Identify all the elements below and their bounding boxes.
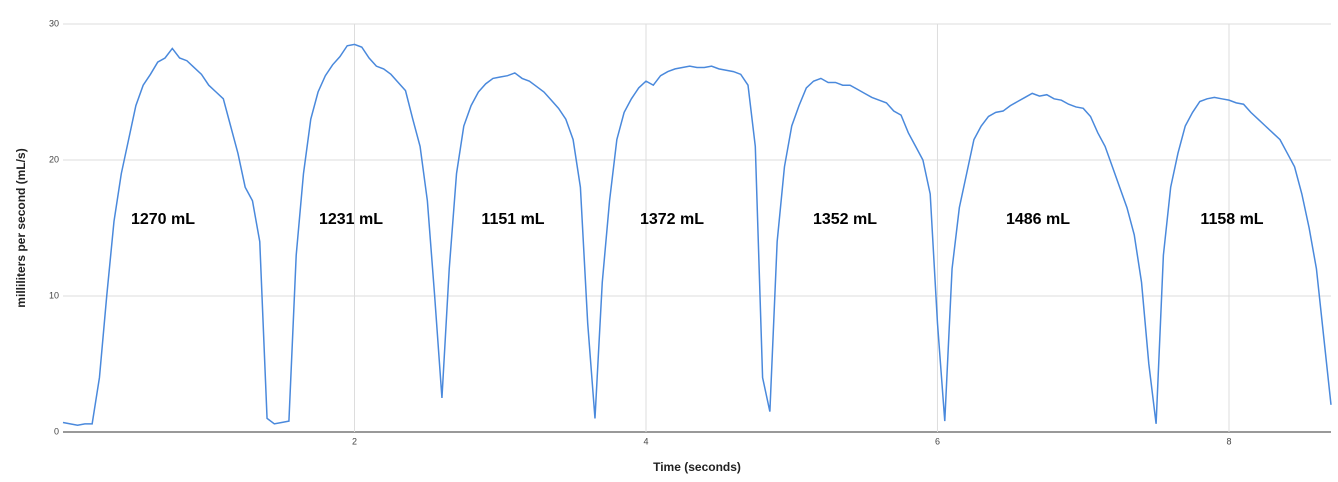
annotation: 1486 mL bbox=[1006, 211, 1070, 228]
x-tick-label: 2 bbox=[352, 436, 357, 446]
annotation: 1372 mL bbox=[640, 211, 704, 228]
annotation: 1352 mL bbox=[813, 211, 877, 228]
annotation: 1151 mL bbox=[481, 211, 544, 228]
annotation: 1270 mL bbox=[131, 211, 195, 228]
y-tick-label: 30 bbox=[49, 18, 59, 28]
x-tick-label: 8 bbox=[1226, 436, 1231, 446]
x-tick-label: 4 bbox=[643, 436, 648, 446]
y-tick-label: 0 bbox=[54, 426, 59, 436]
y-axis-title: milliliters per second (mL/s) bbox=[14, 148, 28, 307]
x-axis-title: Time (seconds) bbox=[653, 460, 741, 474]
annotation: 1231 mL bbox=[319, 211, 383, 228]
x-tick-label: 6 bbox=[935, 436, 940, 446]
line bbox=[62, 43, 1332, 426]
y-tick-label: 10 bbox=[49, 290, 59, 300]
annotation: 1158 mL bbox=[1200, 211, 1263, 228]
y-tick-label: 20 bbox=[49, 154, 59, 164]
